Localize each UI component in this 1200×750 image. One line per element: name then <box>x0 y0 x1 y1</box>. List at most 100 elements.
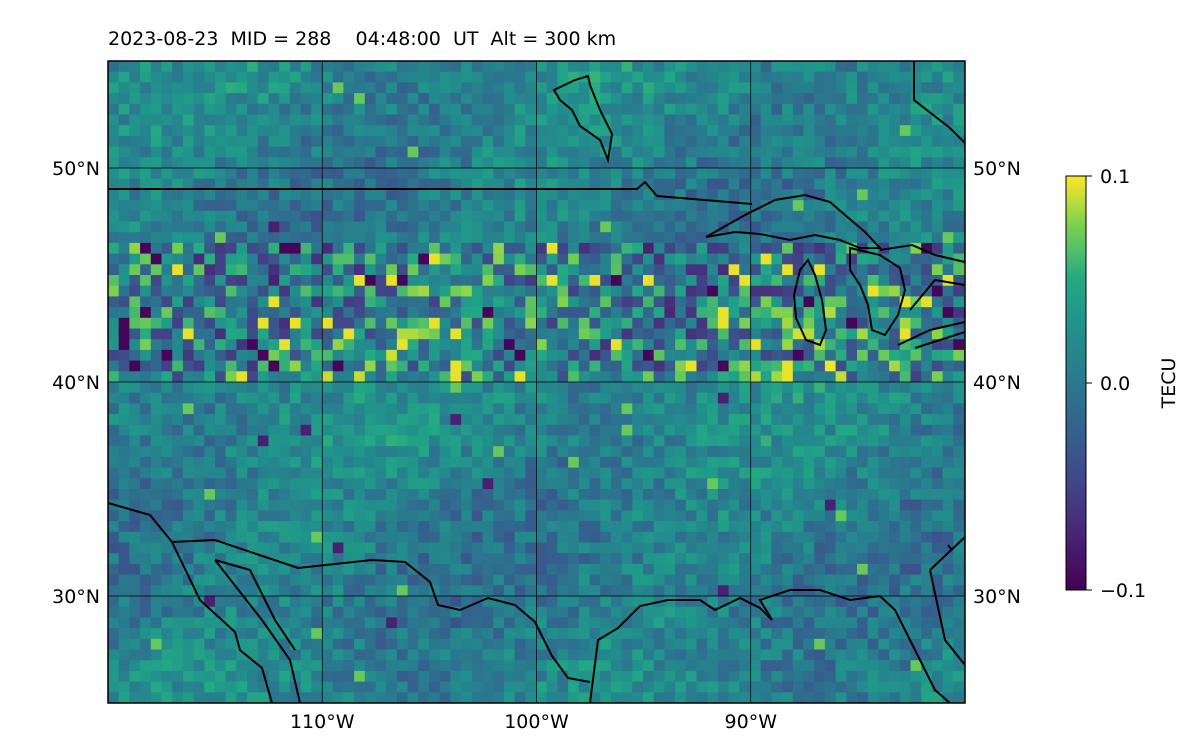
tec-cell <box>771 617 783 629</box>
tec-cell <box>364 371 376 383</box>
tec-cell <box>942 489 954 501</box>
tec-cell <box>717 456 729 468</box>
tec-cell <box>375 499 387 511</box>
tec-cell <box>140 264 152 276</box>
tec-cell <box>867 371 879 383</box>
tec-cell <box>717 414 729 426</box>
tec-cell <box>525 264 537 276</box>
tec-cell <box>140 200 152 212</box>
tec-cell <box>118 200 130 212</box>
tec-cell <box>717 61 729 73</box>
tec-cell <box>814 681 826 693</box>
tec-cell <box>225 467 237 479</box>
tec-cell <box>653 328 665 340</box>
tec-cell <box>236 82 248 94</box>
tec-cell <box>857 146 869 158</box>
tec-cell <box>140 638 152 650</box>
tec-cell <box>118 467 130 479</box>
tec-cell <box>910 414 922 426</box>
tec-cell <box>450 285 462 297</box>
tec-cell <box>824 275 836 287</box>
tec-cell <box>439 296 451 308</box>
tec-cell <box>439 339 451 351</box>
tec-cell <box>332 189 344 201</box>
tec-cell <box>172 424 184 436</box>
tec-cell <box>728 360 740 372</box>
tec-cell <box>300 168 312 180</box>
tec-cell <box>493 382 505 394</box>
tec-cell <box>482 638 494 650</box>
tec-cell <box>225 542 237 554</box>
tec-cell <box>215 232 227 244</box>
tec-cell <box>878 264 890 276</box>
tec-cell <box>193 392 205 404</box>
tec-cell <box>161 275 173 287</box>
tec-cell <box>717 285 729 297</box>
tec-cell <box>857 221 869 233</box>
tec-cell <box>728 189 740 201</box>
tec-cell <box>482 71 494 83</box>
tec-cell <box>728 424 740 436</box>
tec-cell <box>332 103 344 115</box>
tec-cell <box>150 189 162 201</box>
tec-cell <box>300 628 312 640</box>
tec-cell <box>685 424 697 436</box>
tec-cell <box>771 360 783 372</box>
tec-cell <box>386 135 398 147</box>
tec-cell <box>910 681 922 693</box>
tec-cell <box>867 349 879 361</box>
tec-cell <box>771 681 783 693</box>
tec-cell <box>108 360 120 372</box>
tec-cell <box>578 435 590 447</box>
tec-cell <box>653 638 665 650</box>
tec-cell <box>236 649 248 661</box>
tec-cell <box>247 200 259 212</box>
tec-cell <box>771 574 783 586</box>
tec-cell <box>514 574 526 586</box>
tec-cell <box>108 692 120 703</box>
tec-cell <box>300 478 312 490</box>
tec-cell <box>643 585 655 597</box>
tec-cell <box>782 189 794 201</box>
tec-cell <box>429 285 441 297</box>
tec-cell <box>407 521 419 533</box>
tec-cell <box>857 71 869 83</box>
tec-cell <box>643 339 655 351</box>
tec-cell <box>343 93 355 105</box>
tec-cell <box>471 585 483 597</box>
tec-cell <box>910 232 922 244</box>
tec-cell <box>439 628 451 640</box>
tec-cell <box>696 307 708 319</box>
tec-cell <box>557 253 569 265</box>
tec-cell <box>814 253 826 265</box>
tec-cell <box>300 617 312 629</box>
tec-cell <box>140 563 152 575</box>
tec-cell <box>386 563 398 575</box>
tec-cell <box>236 553 248 565</box>
tec-cell <box>685 285 697 297</box>
tec-cell <box>268 114 280 126</box>
tec-cell <box>204 157 216 169</box>
tec-cell <box>482 275 494 287</box>
tec-cell <box>225 93 237 105</box>
tec-cell <box>728 317 740 329</box>
tec-cell <box>942 168 954 180</box>
tec-cell <box>835 467 847 479</box>
tec-cell <box>182 178 194 190</box>
tec-cell <box>632 446 644 458</box>
tec-cell <box>503 371 515 383</box>
tec-cell <box>878 317 890 329</box>
tec-cell <box>364 157 376 169</box>
tec-cell <box>824 189 836 201</box>
tec-cell <box>792 617 804 629</box>
tec-cell <box>824 242 836 254</box>
tec-cell <box>514 275 526 287</box>
tec-cell <box>675 681 687 693</box>
tec-cell <box>225 403 237 415</box>
tec-cell <box>643 414 655 426</box>
tec-cell <box>450 531 462 543</box>
tec-cell <box>889 392 901 404</box>
tec-cell <box>771 638 783 650</box>
tec-cell <box>771 275 783 287</box>
tec-cell <box>696 585 708 597</box>
